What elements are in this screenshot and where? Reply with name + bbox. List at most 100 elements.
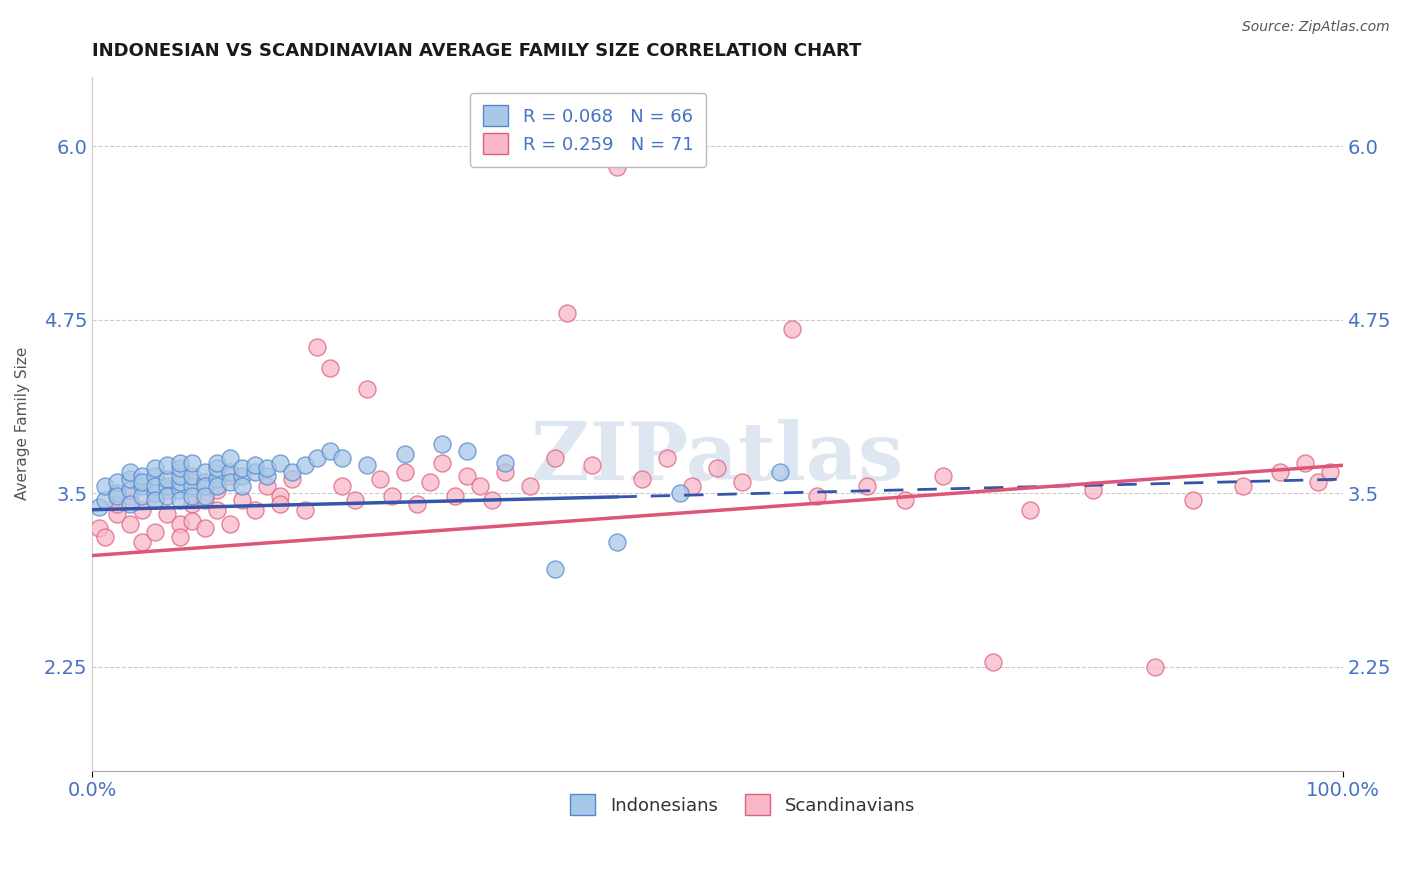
Point (194, 493, 217, 508)
Point (394, 447, 416, 461)
Point (281, 465, 304, 479)
Point (207, 479, 229, 493)
Point (307, 340, 329, 354)
Point (156, 479, 179, 493)
Point (381, 489, 404, 503)
Point (1181, 493, 1204, 508)
Point (544, 451, 567, 466)
Point (218, 475, 240, 489)
Point (181, 479, 204, 493)
Point (169, 516, 191, 531)
Point (156, 472, 179, 486)
Point (456, 469, 478, 483)
Point (343, 493, 366, 508)
Point (1268, 465, 1291, 479)
Point (657, 451, 679, 466)
Point (269, 489, 291, 503)
Point (231, 461, 253, 475)
Point (894, 493, 917, 508)
Point (105, 507, 128, 521)
Point (231, 469, 253, 483)
Point (143, 493, 166, 508)
Point (218, 451, 240, 466)
Point (194, 479, 217, 493)
Point (169, 469, 191, 483)
Point (432, 437, 454, 451)
Point (1232, 479, 1254, 493)
Point (519, 479, 541, 493)
Point (143, 486, 166, 500)
Point (143, 524, 166, 539)
Point (87, 500, 110, 514)
Point (105, 475, 128, 489)
Point (782, 322, 804, 336)
Point (606, 534, 628, 549)
Point (156, 458, 179, 473)
Point (131, 475, 153, 489)
Point (105, 486, 128, 500)
Point (356, 382, 378, 396)
Point (87, 521, 110, 535)
Point (207, 502, 229, 516)
Point (330, 479, 353, 493)
Point (481, 493, 503, 508)
Point (131, 489, 153, 503)
Point (544, 562, 567, 576)
Point (330, 451, 353, 466)
Point (218, 469, 240, 483)
Point (1081, 483, 1104, 498)
Point (356, 458, 378, 473)
Point (307, 451, 329, 466)
Point (207, 472, 229, 486)
Point (1144, 659, 1167, 673)
Point (218, 465, 240, 479)
Point (118, 465, 141, 479)
Point (118, 472, 141, 486)
Text: ZIPatlas: ZIPatlas (531, 419, 904, 498)
Point (194, 489, 217, 503)
Point (207, 461, 229, 475)
Point (368, 472, 391, 486)
Point (243, 502, 266, 516)
Point (181, 469, 204, 483)
Point (94, 493, 117, 508)
Point (169, 456, 191, 470)
Text: INDONESIAN VS SCANDINAVIAN AVERAGE FAMILY SIZE CORRELATION CHART: INDONESIAN VS SCANDINAVIAN AVERAGE FAMIL… (93, 42, 862, 60)
Legend: Indonesians, Scandinavians: Indonesians, Scandinavians (561, 785, 924, 824)
Point (218, 516, 240, 531)
Point (94, 531, 117, 545)
Point (143, 461, 166, 475)
Point (231, 479, 253, 493)
Point (581, 458, 603, 473)
Point (105, 497, 128, 511)
Point (1319, 465, 1341, 479)
Point (281, 472, 304, 486)
Text: Source: ZipAtlas.com: Source: ZipAtlas.com (1241, 20, 1389, 34)
Point (118, 497, 141, 511)
Point (243, 465, 266, 479)
Point (131, 479, 153, 493)
Point (456, 444, 478, 458)
Point (468, 479, 491, 493)
Point (319, 361, 342, 376)
Point (394, 465, 416, 479)
Point (181, 514, 204, 528)
Point (207, 483, 229, 498)
Point (169, 493, 191, 508)
Point (194, 475, 217, 489)
Point (118, 483, 141, 498)
Point (181, 456, 204, 470)
Point (419, 475, 441, 489)
Point (118, 489, 141, 503)
Point (131, 469, 153, 483)
Point (169, 475, 191, 489)
Point (269, 456, 291, 470)
Point (181, 489, 204, 503)
Point (432, 456, 454, 470)
Point (1306, 475, 1329, 489)
Point (406, 497, 429, 511)
Point (156, 483, 179, 498)
Point (156, 489, 179, 503)
Point (131, 534, 153, 549)
Point (769, 465, 792, 479)
